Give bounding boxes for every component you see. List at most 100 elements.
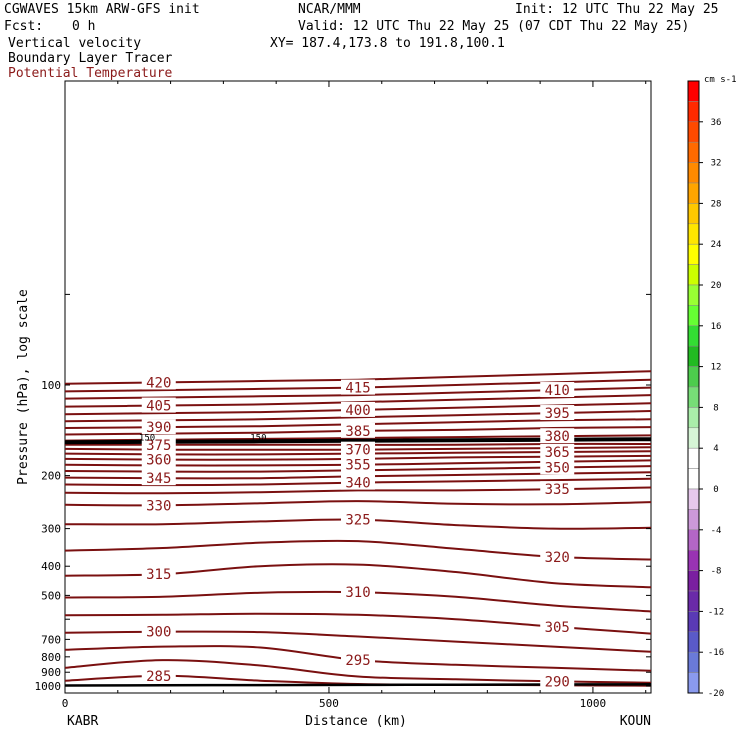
colorbar-swatch [687,121,700,143]
colorbar-swatch [687,468,700,490]
theta-375-label: 375 [146,438,171,454]
colorbar-tick-label: 24 [711,240,722,250]
colorbar-swatch [687,203,700,225]
colorbar-swatch [687,80,700,102]
theta-label-background [141,668,176,684]
theta-335-label: 335 [545,482,570,498]
colorbar-swatch [687,305,700,327]
colorbar-units: cm s-1 [704,75,737,85]
y-tick-label: 400 [41,560,61,573]
colorbar-swatch [687,366,700,388]
colorbar-tick-label: 0 [713,485,718,495]
colorbar-swatch [687,488,700,510]
theta-label-background [540,481,575,497]
y-axis-label: Pressure (hPa), log scale [16,289,31,485]
theta-label-background [540,382,575,398]
theta-350-label: 350 [545,460,570,476]
theta-300-label: 300 [146,625,171,641]
theta-345-label: 345 [146,471,171,487]
colorbar-tick-label: -20 [708,689,724,699]
colorbar-swatch [687,223,700,245]
theta-395-label: 395 [545,406,570,422]
colorbar-swatch [687,570,700,592]
colorbar-swatch [687,101,700,123]
theta-label-background [540,548,575,564]
colorbar-swatch [687,651,700,673]
theta-label-background [540,673,575,689]
colorbar-swatch [687,325,700,347]
model-title: CGWAVES 15km ARW-GFS init [4,2,200,17]
theta-320-label: 320 [545,550,570,566]
theta-290-label: 290 [545,674,570,690]
theta-390-label: 390 [146,420,171,436]
x-axis-label: Distance (km) [305,714,407,729]
theta-label-background [341,511,375,527]
colorbar-swatch [687,427,700,449]
theta-400-label: 400 [345,403,370,419]
field-vertical-velocity: Vertical velocity [8,36,142,51]
colorbar-swatch [687,182,700,204]
x-tick-label: 500 [319,697,339,710]
theta-label-background [540,459,575,475]
colorbar-swatch [687,549,700,571]
y-tick-label: 300 [41,523,61,536]
colorbar-tick-label: 32 [711,159,722,169]
colorbar-swatch [687,386,700,408]
colorbar-swatch [687,672,700,694]
theta-label-background [540,405,575,421]
theta-label-background [540,428,575,444]
forecast-label: Fcst: [4,19,44,34]
theta-label-background [341,584,375,600]
theta-410-label: 410 [545,383,570,399]
theta-label-background [341,422,375,438]
cross-section-endpoints: XY= 187.4,173.8 to 191.8,100.1 [270,36,505,51]
theta-330-label: 330 [146,498,171,514]
y-tick-label: 800 [41,651,61,664]
colorbar-tick-label: 8 [713,403,718,413]
forecast-hour: 0 h [72,19,96,34]
theta-label-background [341,401,375,417]
chart-title: Potential Temperature [8,66,173,81]
colorbar-swatch [687,407,700,429]
theta-label-background [141,419,176,435]
theta-label-background [141,497,176,513]
y-tick-label: 200 [41,470,61,483]
theta-label-background [341,379,375,395]
theta-385-label: 385 [345,424,370,440]
theta-325-label: 325 [345,513,370,529]
y-tick-label: 700 [41,633,61,646]
theta-370-label: 370 [345,443,370,459]
colorbar-tick-label: 16 [711,322,722,332]
colorbar-tick-label: -12 [708,607,724,617]
theta-label-background [141,397,176,413]
theta-label-background [141,623,176,639]
theta-415-label: 415 [345,381,370,397]
colorbar-tick-label: 12 [711,363,722,373]
colorbar-tick-label: -16 [708,648,724,658]
theta-315-label: 315 [146,567,171,583]
theta-label-background [141,451,176,467]
theta-label-background [540,618,575,634]
theta-295-label: 295 [345,653,370,669]
colorbar-swatch [687,284,700,306]
theta-285-label: 285 [146,669,171,685]
colorbar-swatch [687,345,700,367]
y-tick-label: 900 [41,666,61,679]
theta-label-background [141,436,176,452]
colorbar-swatch [687,141,700,163]
theta-label-background [341,441,375,457]
colorbar-tick-label: -8 [711,567,722,577]
y-tick-label: 500 [41,589,61,602]
init-time: Init: 12 UTC Thu 22 May 25 [515,2,719,17]
colorbar-frame [687,80,700,694]
colorbar-swatch [687,243,700,265]
colorbar-tick-label: 36 [711,118,722,128]
colorbar-swatch [687,509,700,531]
colorbar-swatch [687,611,700,633]
theta-310-label: 310 [345,585,370,601]
theta-380-label: 380 [545,429,570,445]
y-tick-label: 1000 [35,680,62,693]
theta-label-background [540,444,575,460]
